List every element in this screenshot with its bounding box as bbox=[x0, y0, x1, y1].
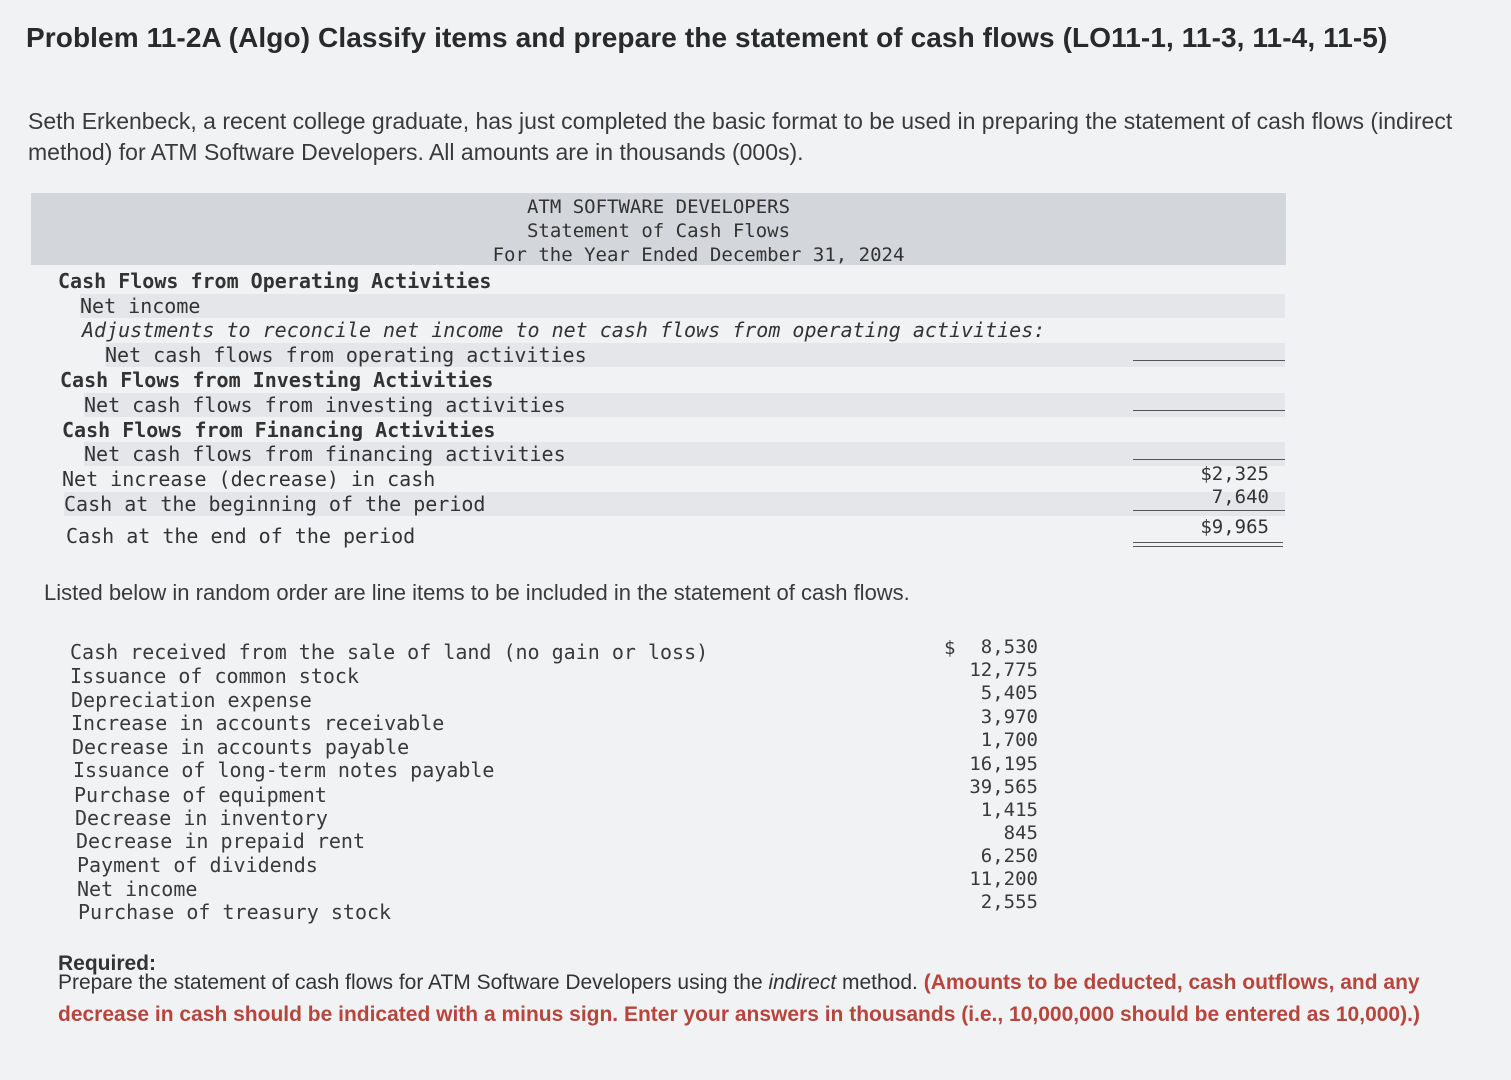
net-income-label: Net income bbox=[80, 294, 201, 318]
net-increase-value: $2,325 bbox=[1200, 463, 1269, 485]
financing-heading: Cash Flows from Financing Activities bbox=[62, 418, 496, 442]
list-item-amount: 1,700 bbox=[980, 729, 1038, 751]
list-item-amount: 1,415 bbox=[980, 799, 1038, 821]
list-item-amount: 39,565 bbox=[969, 776, 1038, 798]
list-item-label: Purchase of treasury stock bbox=[78, 900, 392, 924]
list-item-label: Depreciation expense bbox=[71, 688, 312, 712]
list-item-amount: 16,195 bbox=[969, 753, 1038, 775]
list-item-label: Issuance of long-term notes payable bbox=[73, 758, 495, 782]
net-financing-row: Net cash flows from financing activities bbox=[84, 442, 1285, 466]
investing-heading: Cash Flows from Investing Activities bbox=[60, 368, 494, 392]
list-item-label: Decrease in inventory bbox=[75, 806, 328, 830]
list-item-amount: 12,775 bbox=[969, 659, 1038, 681]
list-item-amount: 845 bbox=[1003, 822, 1038, 844]
net-increase-label: Net increase (decrease) in cash bbox=[62, 467, 436, 491]
investing-underline bbox=[1133, 410, 1285, 411]
list-item-label: Cash received from the sale of land (no … bbox=[70, 640, 709, 664]
required-text-a: Prepare the statement of cash flows for … bbox=[58, 971, 769, 994]
net-income-row: Net income bbox=[80, 294, 1285, 318]
cash-beginning-value: 7,640 bbox=[1211, 486, 1269, 508]
statement-name: Statement of Cash Flows bbox=[526, 220, 791, 242]
cash-end-label: Cash at the end of the period bbox=[66, 524, 416, 548]
net-investing-label: Net cash flows from investing activities bbox=[84, 393, 566, 417]
listed-intro: Listed below in random order are line it… bbox=[44, 580, 910, 605]
required-label: Required: bbox=[58, 952, 157, 975]
required-text-b: method. bbox=[836, 971, 924, 994]
operating-heading: Cash Flows from Operating Activities bbox=[58, 269, 492, 293]
list-item-amount: 5,405 bbox=[980, 682, 1038, 704]
intro-paragraph: Seth Erkenbeck, a recent college graduat… bbox=[28, 108, 1453, 165]
statement-period: For the Year Ended December 31, 2024 bbox=[492, 244, 905, 266]
net-investing-row: Net cash flows from investing activities bbox=[84, 393, 1285, 417]
financing-underline bbox=[1133, 459, 1285, 460]
list-item-amount: 3,970 bbox=[980, 706, 1038, 728]
net-financing-label: Net cash flows from financing activities bbox=[84, 442, 566, 466]
list-item-label: Purchase of equipment bbox=[74, 783, 327, 807]
list-item-label: Decrease in accounts payable bbox=[72, 735, 410, 759]
required-instructions: (Amounts to be deducted, cash outflows, … bbox=[58, 971, 1420, 1026]
adjustments-label: Adjustments to reconcile net income to n… bbox=[82, 318, 1046, 342]
page-title: Problem 11-2A (Algo) Classify items and … bbox=[26, 22, 1388, 53]
list-item-amount: 2,555 bbox=[980, 891, 1038, 913]
company-name: ATM SOFTWARE DEVELOPERS bbox=[526, 196, 791, 218]
cash-end-value: $9,965 bbox=[1200, 516, 1269, 538]
statement-header: ATM SOFTWARE DEVELOPERS Statement of Cas… bbox=[31, 193, 1286, 266]
list-item-amount: 6,250 bbox=[980, 845, 1038, 867]
list-item-amount: 8,530 bbox=[980, 636, 1038, 658]
required-text-em: indirect bbox=[768, 971, 837, 994]
cash-beginning-row: Cash at the beginning of the period bbox=[64, 492, 1285, 516]
required-text: Prepare the statement of cash flows for … bbox=[58, 967, 1448, 1031]
list-item-label: Decrease in prepaid rent bbox=[76, 829, 365, 853]
list-item-amount: 11,200 bbox=[969, 868, 1038, 890]
list-item-label: Payment of dividends bbox=[77, 853, 318, 877]
beginning-underline bbox=[1133, 510, 1285, 511]
end-double-underline bbox=[1133, 542, 1283, 547]
net-operating-row: Net cash flows from operating activities bbox=[105, 343, 1285, 367]
list-item-label: Issuance of common stock bbox=[70, 664, 359, 688]
cash-beginning-label: Cash at the beginning of the period bbox=[64, 492, 486, 516]
net-operating-label: Net cash flows from operating activities bbox=[105, 343, 587, 367]
operating-underline bbox=[1133, 360, 1285, 361]
dollar-sign: $ bbox=[944, 637, 956, 659]
list-item-label: Increase in accounts receivable bbox=[71, 711, 445, 735]
list-item-label: Net income bbox=[77, 877, 198, 901]
